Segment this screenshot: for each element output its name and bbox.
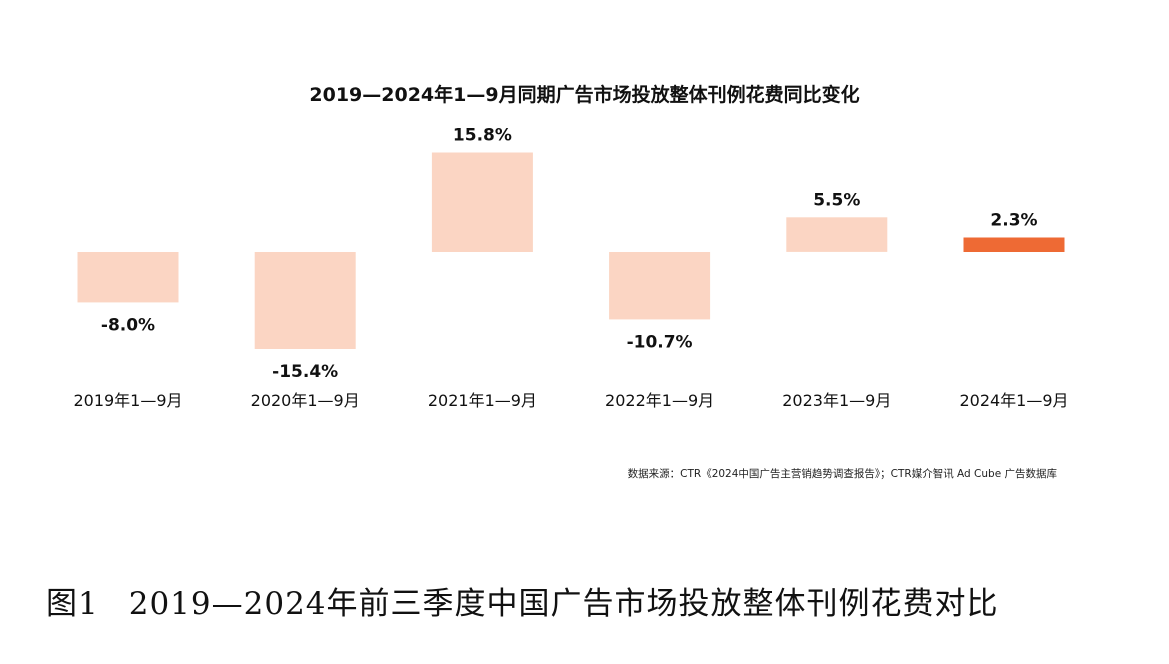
category-label-0: 2019年1—9月 [73, 391, 182, 410]
bar-3 [609, 252, 711, 320]
figure-caption-text: 2019—2024年前三季度中国广告市场投放整体刊例花费对比 [128, 586, 999, 622]
source-note: 数据来源：CTR《2024中国广告主营销趋势调查报告》；CTR媒介智讯 Ad C… [627, 468, 1057, 480]
data-label-5: 2.3% [990, 211, 1037, 231]
bar-0 [77, 252, 179, 303]
bar-2 [431, 152, 533, 252]
data-label-4: 5.5% [813, 190, 860, 210]
figure-caption-number: 图1 [46, 586, 99, 622]
data-label-3: -10.7% [627, 332, 693, 352]
data-label-2: 15.8% [453, 126, 512, 146]
bar-chart: -8.0% 2019年1—9月 -15.4% 2020年1—9月 15.8% 2021年1… [73, 126, 1068, 411]
bar-1 [254, 252, 356, 349]
bar-5 [963, 237, 1065, 252]
category-label-1: 2020年1—9月 [251, 391, 360, 410]
data-label-1: -15.4% [272, 362, 338, 382]
category-label-2: 2021年1—9月 [428, 391, 537, 410]
data-label-0: -8.0% [101, 315, 155, 335]
category-label-5: 2024年1—9月 [959, 391, 1068, 410]
category-label-3: 2022年1—9月 [605, 391, 714, 410]
bar-4 [786, 217, 888, 252]
category-label-4: 2023年1—9月 [782, 391, 891, 410]
figure-caption: 图1 2019—2024年前三季度中国广告市场投放整体刊例花费对比 [46, 578, 999, 623]
chart-title: 2019—2024年1—9月同期广告市场投放整体刊例花费同比变化 [309, 84, 860, 106]
